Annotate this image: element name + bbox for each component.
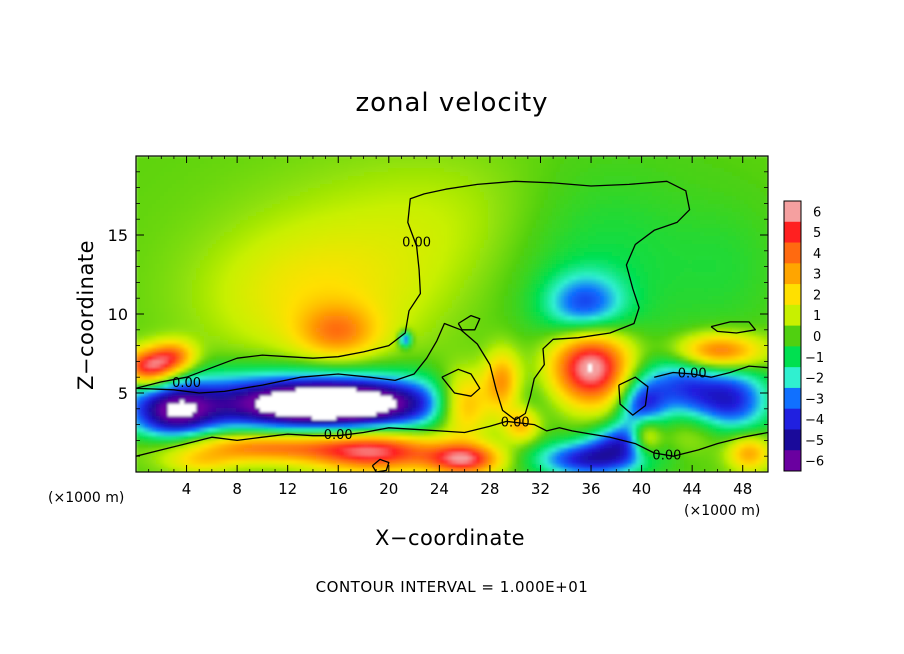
colorbar: 6 5 4 3 2 1 0 −1 −2 −3 −4 −5 −6 — [783, 200, 824, 472]
x-tick-label: 44 — [683, 480, 702, 498]
colorbar-label: 5 — [813, 226, 821, 241]
zero-contour-line — [618, 376, 649, 416]
colorbar-swatch — [784, 408, 801, 430]
colorbar-label: −1 — [805, 351, 824, 366]
colorbar-label: −6 — [805, 455, 824, 470]
colorbar-swatch — [784, 201, 801, 223]
colorbar-frame — [783, 200, 802, 472]
zero-contour-line — [441, 368, 481, 397]
contour-labels: 0.00 0.00 0.00 0.00 0.00 0.00 — [172, 235, 707, 463]
colorbar-label: 6 — [813, 205, 821, 220]
colorbar-swatch — [784, 429, 801, 451]
colorbar-swatch — [784, 450, 801, 472]
x-tick-label: 12 — [278, 480, 297, 498]
x-tick-label: 36 — [581, 480, 600, 498]
x-unit-label-left: (×1000 m) — [48, 490, 125, 506]
x-tick-label: 20 — [379, 480, 398, 498]
colorbar-label: −5 — [805, 434, 824, 449]
zero-contour-line — [136, 420, 768, 457]
zero-contour-line — [457, 314, 481, 331]
colorbar-swatch — [784, 367, 801, 389]
zero-contour-line — [371, 458, 390, 472]
colorbar-label: −2 — [805, 372, 824, 387]
contour-label: 0.00 — [652, 449, 681, 464]
colorbar-swatch — [784, 221, 801, 243]
colorbar-label: −4 — [805, 413, 824, 428]
colorbar-swatch — [784, 242, 801, 264]
colorbar-label: 4 — [813, 247, 821, 262]
x-tick-label: 8 — [232, 480, 242, 498]
contour-label: 0.00 — [402, 235, 431, 250]
contour-label: 0.00 — [324, 428, 353, 443]
colorbar-swatch — [784, 325, 801, 347]
colorbar-label: −3 — [805, 392, 824, 407]
colorbar-label: 3 — [813, 268, 821, 283]
colorbar-swatch — [784, 284, 801, 306]
contour-interval-note: CONTOUR INTERVAL = 1.000E+01 — [315, 578, 589, 596]
x-axis-label: X−coordinate — [375, 526, 525, 550]
x-unit-label-right: (×1000 m) — [684, 503, 761, 519]
y-axis-label: Z−coordinate — [74, 240, 98, 390]
y-tick-label: 15 — [108, 226, 128, 245]
colorbar-label: 1 — [813, 309, 821, 324]
x-tick-label: 40 — [632, 480, 651, 498]
y-tick-label: 10 — [108, 305, 128, 324]
x-tick-label: 24 — [430, 480, 449, 498]
x-tick-label: 48 — [733, 480, 752, 498]
colorbar-label: 2 — [813, 288, 821, 303]
colorbar-label: 0 — [813, 330, 821, 345]
zero-contour-line — [136, 180, 691, 421]
colorbar-swatch — [784, 387, 801, 410]
zero-contour-line — [654, 365, 768, 378]
colorbar-swatch — [784, 304, 801, 327]
chart-title: zonal velocity — [355, 88, 549, 118]
contour-label: 0.00 — [172, 376, 201, 391]
x-tick-label: 28 — [480, 480, 499, 498]
x-tick-label: 16 — [329, 480, 348, 498]
colorbar-swatch — [784, 346, 801, 368]
x-tick-label: 32 — [531, 480, 550, 498]
velocity-field — [136, 156, 768, 472]
x-tick-label: 4 — [182, 480, 192, 498]
contour-label: 0.00 — [678, 367, 707, 382]
zero-contour-line — [710, 321, 757, 334]
y-tick-label: 5 — [118, 384, 128, 403]
contour-label: 0.00 — [501, 416, 530, 431]
zero-contours — [136, 180, 768, 472]
colorbar-swatch — [784, 263, 801, 285]
